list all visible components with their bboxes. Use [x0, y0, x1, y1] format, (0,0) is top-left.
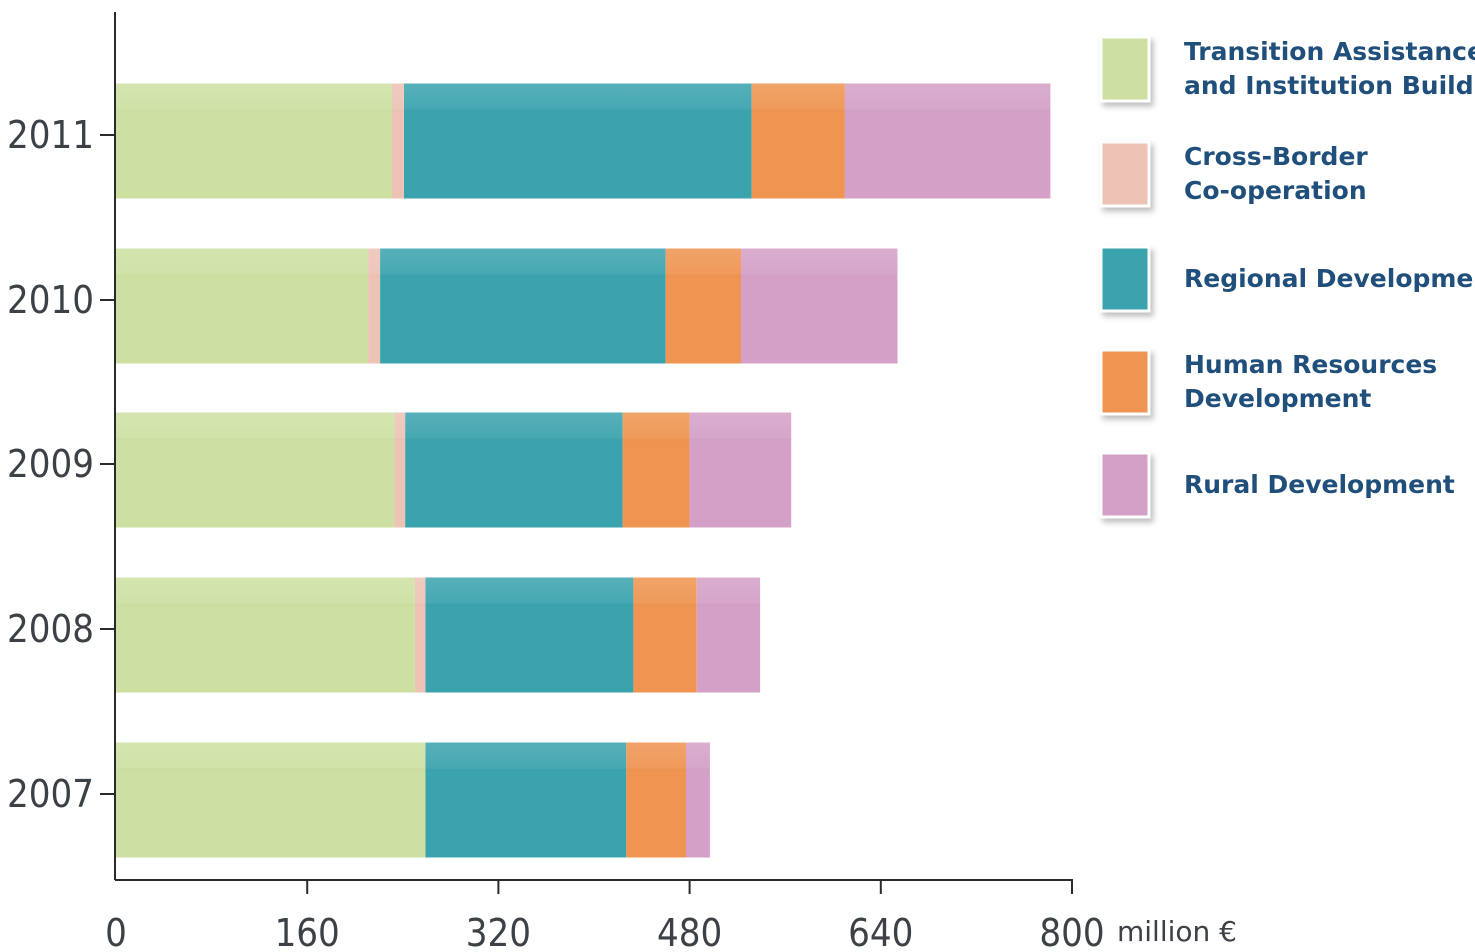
x-tick-label-480: 480 — [657, 911, 722, 952]
legend-label-line: Regional Development — [1184, 264, 1475, 293]
axes-group: 2011 2010 2009 2008 2007 0 160 320 480 640 800 mill… — [7, 12, 1237, 952]
legend-entry-regional-development: Regional Development — [1099, 245, 1475, 313]
x-tick-label-640: 640 — [848, 911, 913, 952]
bar-highlight-2008 — [116, 577, 761, 693]
bar-highlight-2010 — [116, 248, 898, 364]
x-tick-label-320: 320 — [466, 911, 531, 952]
legend-label-line: Cross-Border — [1184, 142, 1368, 171]
legend-label-line: Transition Assistance — [1184, 37, 1475, 66]
x-tick-label-160: 160 — [275, 911, 340, 952]
legend-entry-human-resources-development: Human Resources Development — [1099, 348, 1437, 416]
y-tick-label-2009: 2009 — [7, 442, 94, 486]
x-axis-unit-label: million € — [1117, 915, 1237, 948]
bars-group — [116, 83, 1051, 858]
legend-label-line: Human Resources — [1184, 350, 1437, 379]
x-tick-label-800: 800 — [1039, 911, 1104, 952]
x-tick-label-0: 0 — [105, 911, 127, 952]
bar-highlight-2009 — [116, 412, 792, 528]
legend-entry-rural-development: Rural Development — [1099, 451, 1455, 519]
legend-entry-cross-border-co-operation: Cross-Border Co-operation — [1099, 140, 1368, 208]
y-tick-label-2007: 2007 — [7, 772, 94, 816]
legend-swatch-rural-development — [1099, 451, 1151, 519]
legend-label-line: Rural Development — [1184, 470, 1455, 499]
legend-entry-transition-assistance-and-institution-building: Transition Assistance and Institution Bui… — [1099, 35, 1475, 103]
legend-swatch-human-resources-development — [1099, 348, 1151, 416]
bar-highlight-2011 — [116, 83, 1051, 199]
bar-highlight-2007 — [116, 742, 710, 858]
legend-swatch-regional-development — [1099, 245, 1151, 313]
y-tick-label-2011: 2011 — [7, 113, 94, 157]
y-tick-label-2010: 2010 — [7, 278, 94, 322]
legend: Transition Assistance and Institution Bui… — [1099, 35, 1475, 519]
legend-swatch-cross-border-co-operation — [1099, 140, 1151, 208]
legend-label-line: Co-operation — [1184, 176, 1367, 205]
legend-label-line: and Institution Building — [1184, 71, 1475, 100]
legend-label-line: Development — [1184, 384, 1371, 413]
legend-swatch-transition-assistance-and-institution-building — [1099, 35, 1151, 103]
y-tick-label-2008: 2008 — [7, 607, 94, 651]
